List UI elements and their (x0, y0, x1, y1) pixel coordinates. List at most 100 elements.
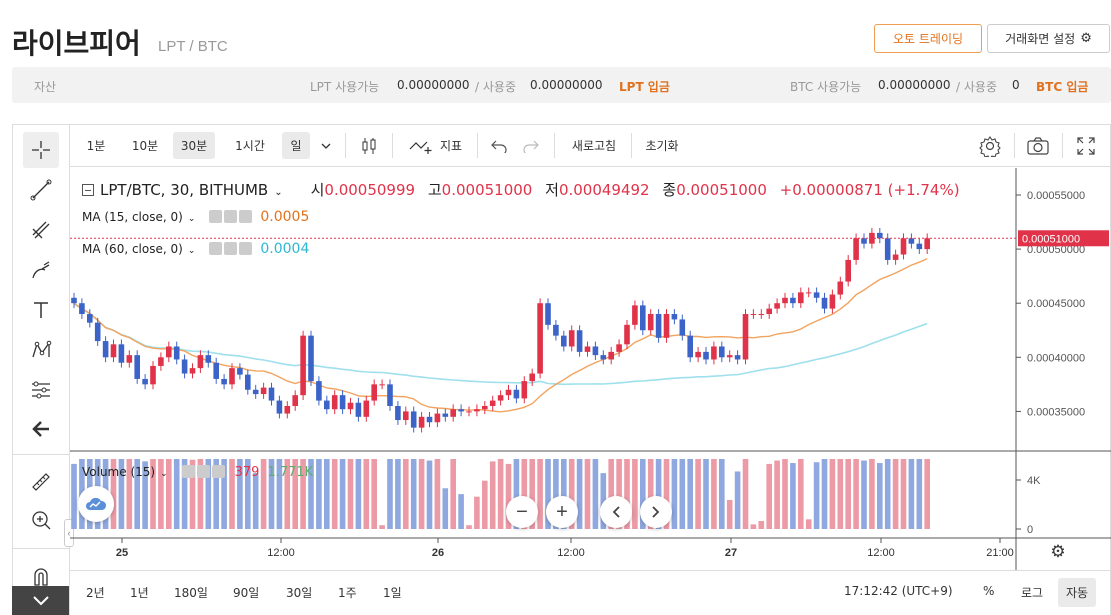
candle-body (331, 395, 338, 410)
volume-bar (221, 459, 227, 529)
candle-body (553, 324, 559, 336)
interval-10m[interactable]: 10분 (131, 139, 159, 153)
candle-body (908, 238, 915, 244)
collapse-toolbar-handle[interactable]: ‹ (64, 519, 74, 547)
camera-icon[interactable] (1024, 132, 1052, 159)
pitchfork-icon[interactable] (23, 212, 59, 248)
volume-bar (750, 524, 757, 529)
range-1w[interactable]: 1주 (338, 586, 357, 600)
trend-line-icon[interactable] (23, 172, 59, 208)
candle-body (719, 346, 725, 358)
volume-bar (497, 459, 504, 529)
candle-body (466, 411, 472, 413)
candle-body (237, 368, 243, 375)
range-1d[interactable]: 1일 (383, 586, 402, 600)
range-180d[interactable]: 180일 (174, 586, 208, 600)
volume-bar (861, 460, 867, 529)
candle-body (371, 384, 377, 401)
candle-body (655, 314, 662, 338)
fib-icon[interactable] (23, 372, 59, 408)
reset-button[interactable]: 초기화 (645, 139, 679, 153)
auto-trading-button[interactable]: 오토 트레이딩 (874, 24, 982, 53)
volume-bar (213, 459, 219, 529)
interval-30m[interactable]: 30분 (173, 132, 215, 159)
range-90d[interactable]: 90일 (233, 586, 260, 600)
range-1y[interactable]: 1년 (130, 586, 149, 600)
indicator-button[interactable]: 지표 (402, 132, 468, 159)
crosshair-icon[interactable] (23, 132, 59, 168)
volume-bar (813, 462, 820, 529)
zoom-out-button[interactable]: − (506, 496, 538, 528)
volume-bar (339, 459, 346, 529)
zoom-in-icon[interactable] (23, 502, 59, 538)
candle-body (829, 294, 836, 309)
volume-bar (632, 459, 638, 529)
volume-bar (505, 463, 512, 529)
scroll-right-button[interactable] (640, 496, 672, 528)
volume-bar (458, 494, 464, 529)
ruler-icon[interactable] (23, 464, 59, 500)
clock-timezone[interactable]: 17:12:42 (UTC+9) (844, 584, 953, 598)
btc-deposit-link[interactable]: BTC 입금 (1036, 80, 1089, 94)
chevron-left-icon (612, 506, 620, 518)
volume-bar (703, 459, 709, 529)
interval-day[interactable]: 일 (282, 132, 310, 159)
arrow-left-icon[interactable] (23, 411, 59, 447)
time-tick-label: 12:00 (557, 547, 585, 559)
candle-body (489, 400, 496, 406)
redo-icon[interactable] (518, 132, 544, 159)
candle-body (87, 314, 93, 323)
candle-body (458, 409, 464, 412)
cloud-icon[interactable] (78, 486, 114, 522)
range-2y[interactable]: 2년 (86, 586, 105, 600)
pattern-icon[interactable] (23, 332, 59, 368)
volume-bar (821, 459, 828, 529)
auto-scale-toggle[interactable]: 자동 (1058, 578, 1097, 607)
lpt-inuse-value: 0.00000000 (530, 78, 603, 92)
text-icon[interactable] (23, 292, 59, 328)
volume-bar (410, 459, 417, 529)
screen-settings-button[interactable]: 거래화면 설정 ⚙ (987, 24, 1110, 53)
time-tick-label: 26 (432, 547, 444, 559)
candle-body (703, 351, 709, 360)
candle-body (442, 413, 449, 417)
candle-body (600, 355, 607, 360)
candle-body (900, 238, 907, 255)
interval-dropdown[interactable] (316, 132, 336, 159)
interval-1m[interactable]: 1분 (86, 139, 106, 153)
volume-bar (126, 459, 133, 529)
gear-icon[interactable] (976, 132, 1004, 159)
lpt-inuse-label: / 사용중 (475, 80, 516, 94)
range-30d[interactable]: 30일 (286, 586, 313, 600)
volume-bar (798, 459, 804, 529)
gear-icon[interactable]: ⚙ (1050, 542, 1065, 561)
refresh-button[interactable]: 새로고침 (571, 139, 617, 153)
log-toggle[interactable]: 로그 (1021, 586, 1044, 600)
volume-bar (758, 521, 765, 529)
candle-body (861, 238, 867, 244)
lpt-available-value: 0.00000000 (397, 78, 470, 92)
undo-icon[interactable] (486, 132, 512, 159)
volume-bar (268, 459, 275, 529)
volume-bar (908, 459, 915, 529)
lpt-deposit-link[interactable]: LPT 입금 (619, 80, 670, 94)
candle-body (316, 381, 322, 401)
zoom-in-button[interactable]: + (546, 496, 578, 528)
magnet-icon[interactable] (23, 558, 59, 594)
interval-1h[interactable]: 1시간 (235, 139, 265, 153)
volume-bar (521, 459, 528, 529)
candle-type-icon[interactable] (355, 132, 383, 159)
chevron-down-icon (32, 595, 49, 605)
fullscreen-icon[interactable] (1072, 132, 1100, 159)
candle-body (877, 232, 883, 239)
asset-label: 자산 (34, 80, 57, 94)
volume-bar (900, 459, 907, 529)
price-chart[interactable]: 0.00055000 0.00050000 0.00045000 0.00040000… (70, 168, 1111, 570)
scroll-left-button[interactable] (600, 496, 632, 528)
expand-toolbar-button[interactable] (12, 586, 69, 615)
candle-body (916, 243, 923, 250)
brush-icon[interactable] (23, 252, 59, 288)
indicator-label: 지표 (439, 139, 463, 153)
pair-label: LPT / BTC (158, 38, 228, 55)
percent-toggle[interactable]: % (983, 584, 995, 598)
